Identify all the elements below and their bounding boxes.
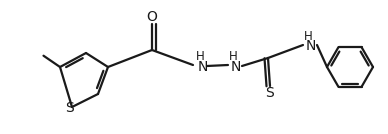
Text: O: O xyxy=(147,10,158,24)
Text: N: N xyxy=(198,60,208,74)
Text: S: S xyxy=(66,101,74,115)
Text: N: N xyxy=(231,60,241,74)
Text: S: S xyxy=(266,86,274,100)
Text: H: H xyxy=(196,51,204,64)
Text: H: H xyxy=(304,29,312,42)
Text: N: N xyxy=(306,39,316,53)
Text: H: H xyxy=(229,51,237,64)
